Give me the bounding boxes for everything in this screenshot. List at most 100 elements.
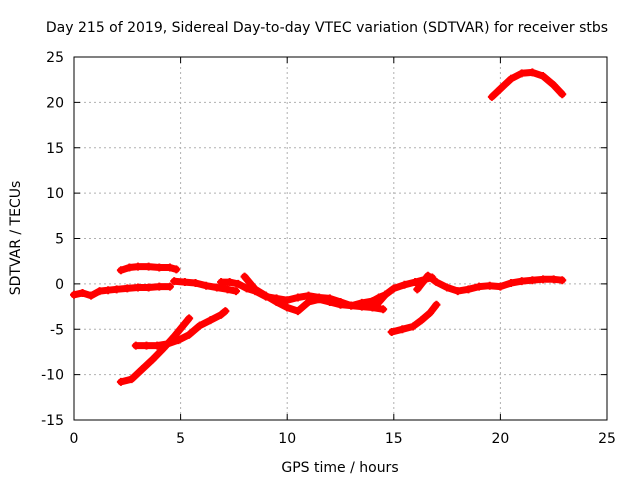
x-tick-label: 5 bbox=[176, 431, 185, 447]
series-arc-3 bbox=[116, 314, 194, 386]
data-point bbox=[165, 263, 174, 272]
data-point bbox=[133, 262, 142, 271]
data-point bbox=[389, 284, 398, 293]
data-point bbox=[123, 284, 132, 293]
series-arc-2 bbox=[116, 262, 181, 275]
series-arc-9 bbox=[387, 300, 441, 336]
data-point bbox=[133, 283, 142, 292]
data-point bbox=[293, 293, 302, 302]
data-point bbox=[225, 278, 234, 287]
data-point bbox=[400, 280, 409, 289]
data-point bbox=[381, 290, 390, 299]
data-series bbox=[70, 68, 567, 386]
series-arc-5 bbox=[170, 277, 241, 296]
data-point bbox=[507, 278, 516, 287]
data-point bbox=[423, 271, 432, 280]
data-point bbox=[485, 281, 494, 290]
series-arc-11 bbox=[487, 68, 567, 101]
series-arc-1 bbox=[70, 282, 174, 300]
data-point bbox=[172, 265, 181, 274]
data-point bbox=[185, 314, 194, 323]
data-point bbox=[387, 327, 396, 336]
data-point bbox=[95, 287, 104, 296]
data-point bbox=[217, 310, 226, 319]
data-point bbox=[142, 341, 151, 350]
data-point bbox=[304, 298, 313, 307]
series-line bbox=[117, 314, 193, 386]
y-tick-label: -15 bbox=[41, 413, 64, 429]
x-tick-label: 0 bbox=[70, 431, 79, 447]
series-line bbox=[132, 307, 229, 350]
x-tick-label: 20 bbox=[491, 431, 509, 447]
data-point bbox=[464, 285, 473, 294]
data-point bbox=[539, 275, 548, 284]
data-point bbox=[408, 322, 417, 331]
data-point bbox=[549, 81, 558, 90]
y-tick-label: 25 bbox=[46, 50, 64, 66]
data-point bbox=[174, 336, 183, 345]
data-point bbox=[144, 283, 153, 292]
data-point bbox=[223, 285, 232, 294]
data-point bbox=[163, 339, 172, 348]
data-point bbox=[202, 281, 211, 290]
data-point bbox=[528, 276, 537, 285]
y-tick-label: 20 bbox=[46, 95, 64, 111]
series-line bbox=[388, 301, 440, 336]
data-point bbox=[517, 69, 526, 78]
data-point bbox=[127, 375, 136, 384]
data-point bbox=[232, 287, 241, 296]
data-point bbox=[315, 295, 324, 304]
data-point bbox=[116, 266, 125, 275]
y-tick-label: 15 bbox=[46, 141, 64, 157]
data-point bbox=[417, 316, 426, 325]
data-point bbox=[112, 285, 121, 294]
data-point bbox=[155, 263, 164, 272]
data-point bbox=[411, 278, 420, 287]
data-point bbox=[398, 325, 407, 334]
y-axis-label: SDTVAR / TECUs bbox=[8, 181, 24, 296]
data-point bbox=[170, 277, 179, 286]
data-point bbox=[191, 278, 200, 287]
series-line bbox=[70, 283, 174, 300]
data-point bbox=[217, 278, 226, 287]
data-point bbox=[87, 291, 96, 300]
data-point bbox=[116, 377, 125, 386]
data-point bbox=[558, 276, 567, 285]
data-point bbox=[148, 355, 157, 364]
data-point bbox=[70, 290, 78, 299]
grid bbox=[74, 57, 607, 420]
data-point bbox=[507, 74, 516, 83]
x-tick-label: 15 bbox=[385, 431, 403, 447]
data-point bbox=[372, 300, 381, 309]
data-point bbox=[539, 72, 548, 81]
data-point bbox=[336, 300, 345, 309]
data-point bbox=[144, 262, 153, 271]
data-point bbox=[496, 282, 505, 291]
data-point bbox=[155, 282, 164, 291]
axis-ticks: 0 5 10 15 20 25 -15 -10 -5 0 5 10 15 20 25 bbox=[41, 50, 616, 447]
data-point bbox=[347, 301, 356, 310]
data-point bbox=[487, 92, 496, 101]
series-arc-7 bbox=[240, 272, 388, 316]
x-axis-label: GPS time / hours bbox=[281, 460, 398, 476]
data-point bbox=[453, 287, 462, 296]
y-tick-label: 0 bbox=[55, 277, 64, 293]
data-point bbox=[293, 307, 302, 316]
data-point bbox=[432, 278, 441, 287]
data-point bbox=[475, 282, 484, 291]
y-tick-label: 5 bbox=[55, 232, 64, 248]
chart-title: Day 215 of 2019, Sidereal Day-to-day VTE… bbox=[46, 20, 608, 36]
data-point bbox=[212, 283, 221, 292]
data-point bbox=[242, 284, 251, 293]
data-point bbox=[185, 330, 194, 339]
data-point bbox=[138, 365, 147, 374]
series-line bbox=[488, 68, 566, 101]
data-point bbox=[443, 283, 452, 292]
data-point bbox=[283, 296, 292, 305]
data-point bbox=[125, 263, 134, 272]
y-tick-label: -5 bbox=[50, 322, 64, 338]
data-point bbox=[549, 275, 558, 284]
data-point bbox=[78, 288, 87, 297]
data-point bbox=[131, 341, 140, 350]
